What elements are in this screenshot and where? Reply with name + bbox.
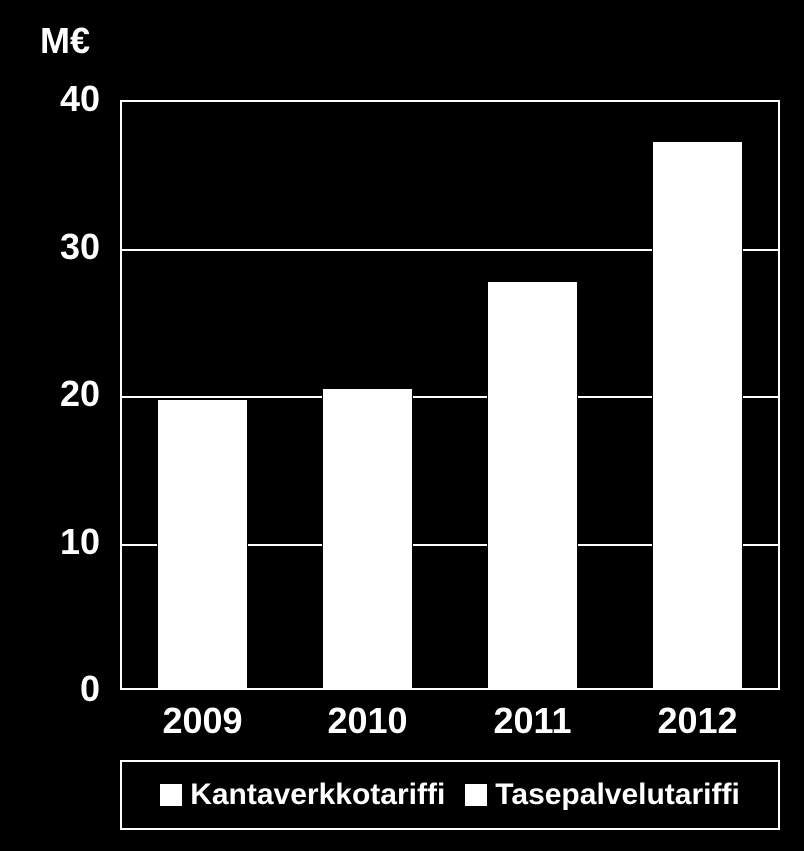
legend-swatch-icon [465, 784, 487, 806]
x-tick-label: 2011 [450, 700, 615, 742]
x-axis-line [120, 688, 780, 690]
y-tick-label: 0 [0, 668, 100, 710]
legend-item: Tasepalvelutariffi [465, 778, 740, 812]
bar [487, 281, 578, 690]
x-tick-label: 2010 [285, 700, 450, 742]
x-tick-label: 2009 [120, 700, 285, 742]
legend-item: Kantaverkkotariffi [160, 778, 445, 812]
bar [157, 399, 248, 690]
y-axis-label: M€ [40, 20, 90, 62]
legend: Kantaverkkotariffi Tasepalvelutariffi [120, 760, 780, 830]
bar [322, 388, 413, 690]
y-tick-label: 30 [0, 226, 100, 268]
plot-area [120, 100, 780, 690]
legend-label: Tasepalvelutariffi [495, 778, 740, 812]
y-tick-label: 20 [0, 373, 100, 415]
legend-label: Kantaverkkotariffi [190, 778, 445, 812]
chart-container: M€ 0 10 20 30 40 2009201020112012 Kantaverkk… [0, 0, 804, 851]
x-tick-label: 2012 [615, 700, 780, 742]
legend-swatch-icon [160, 784, 182, 806]
bar [652, 141, 743, 690]
y-tick-label: 40 [0, 78, 100, 120]
y-tick-label: 10 [0, 521, 100, 563]
